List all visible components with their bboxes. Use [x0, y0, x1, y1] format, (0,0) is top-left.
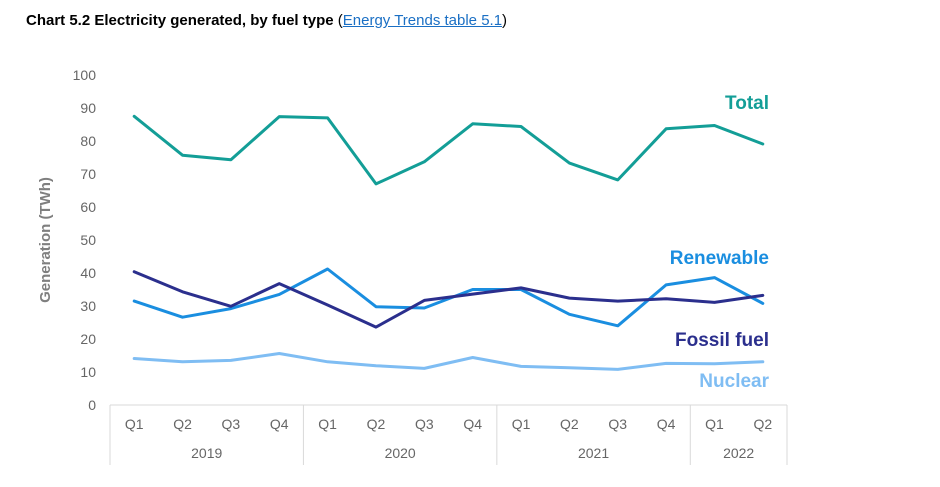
chart-title: Chart 5.2 Electricity generated, by fuel…	[26, 12, 507, 29]
y-tick-label: 20	[80, 331, 96, 347]
series-label-renewable: Renewable	[670, 248, 769, 269]
x-year-label: 2019	[191, 445, 222, 461]
chart-title-text: Chart 5.2 Electricity generated, by fuel…	[26, 12, 334, 29]
y-axis-title: Generation (TWh)	[37, 177, 54, 303]
series-line-nuclear	[132, 352, 765, 371]
series-lines	[132, 114, 765, 371]
x-year-label: 2020	[385, 445, 416, 461]
x-tick-label: Q2	[753, 416, 772, 432]
x-year-label: 2022	[723, 445, 754, 461]
energy-trends-link[interactable]: Energy Trends table 5.1	[342, 12, 503, 29]
title-close-paren: )	[502, 12, 508, 29]
x-tick-label: Q4	[657, 416, 676, 432]
series-label-total: Total	[725, 93, 769, 114]
y-tick-label: 0	[88, 397, 96, 413]
x-tick-label: Q2	[173, 416, 192, 432]
y-tick-label: 100	[73, 67, 97, 83]
x-tick-label: Q1	[125, 416, 144, 432]
x-tick-label: Q3	[222, 416, 241, 432]
y-tick-label: 40	[80, 265, 96, 281]
x-tick-label: Q1	[512, 416, 531, 432]
y-tick-label: 30	[80, 298, 96, 314]
x-tick-label: Q2	[367, 416, 386, 432]
series-label-nuclear: Nuclear	[699, 371, 769, 392]
series-labels: Total Renewable Fossil fuel Nuclear	[670, 93, 770, 392]
y-tick-label: 50	[80, 232, 96, 248]
series-line-total	[132, 114, 765, 186]
x-tick-label: Q3	[608, 416, 627, 432]
series-line-fossil-fuel	[132, 270, 765, 329]
axes: 0 10 20 30 40 50 60 70 80 90 100 Q1 Q2 Q3 Q4 Q1 Q2 Q3 Q4 Q1…	[73, 67, 788, 465]
series-label-fossil-fuel: Fossil fuel	[675, 330, 769, 351]
y-tick-label: 10	[80, 364, 96, 380]
x-tick-label: Q1	[705, 416, 724, 432]
x-tick-label: Q4	[463, 416, 482, 432]
y-tick-label: 60	[80, 199, 96, 215]
x-tick-label: Q3	[415, 416, 434, 432]
y-tick-label: 80	[80, 133, 96, 149]
y-tick-label: 70	[80, 166, 96, 182]
title-open-paren: (	[333, 12, 343, 29]
x-year-label: 2021	[578, 445, 609, 461]
x-tick-label: Q2	[560, 416, 579, 432]
y-tick-label: 90	[80, 100, 96, 116]
x-tick-label: Q1	[318, 416, 337, 432]
x-tick-label: Q4	[270, 416, 289, 432]
